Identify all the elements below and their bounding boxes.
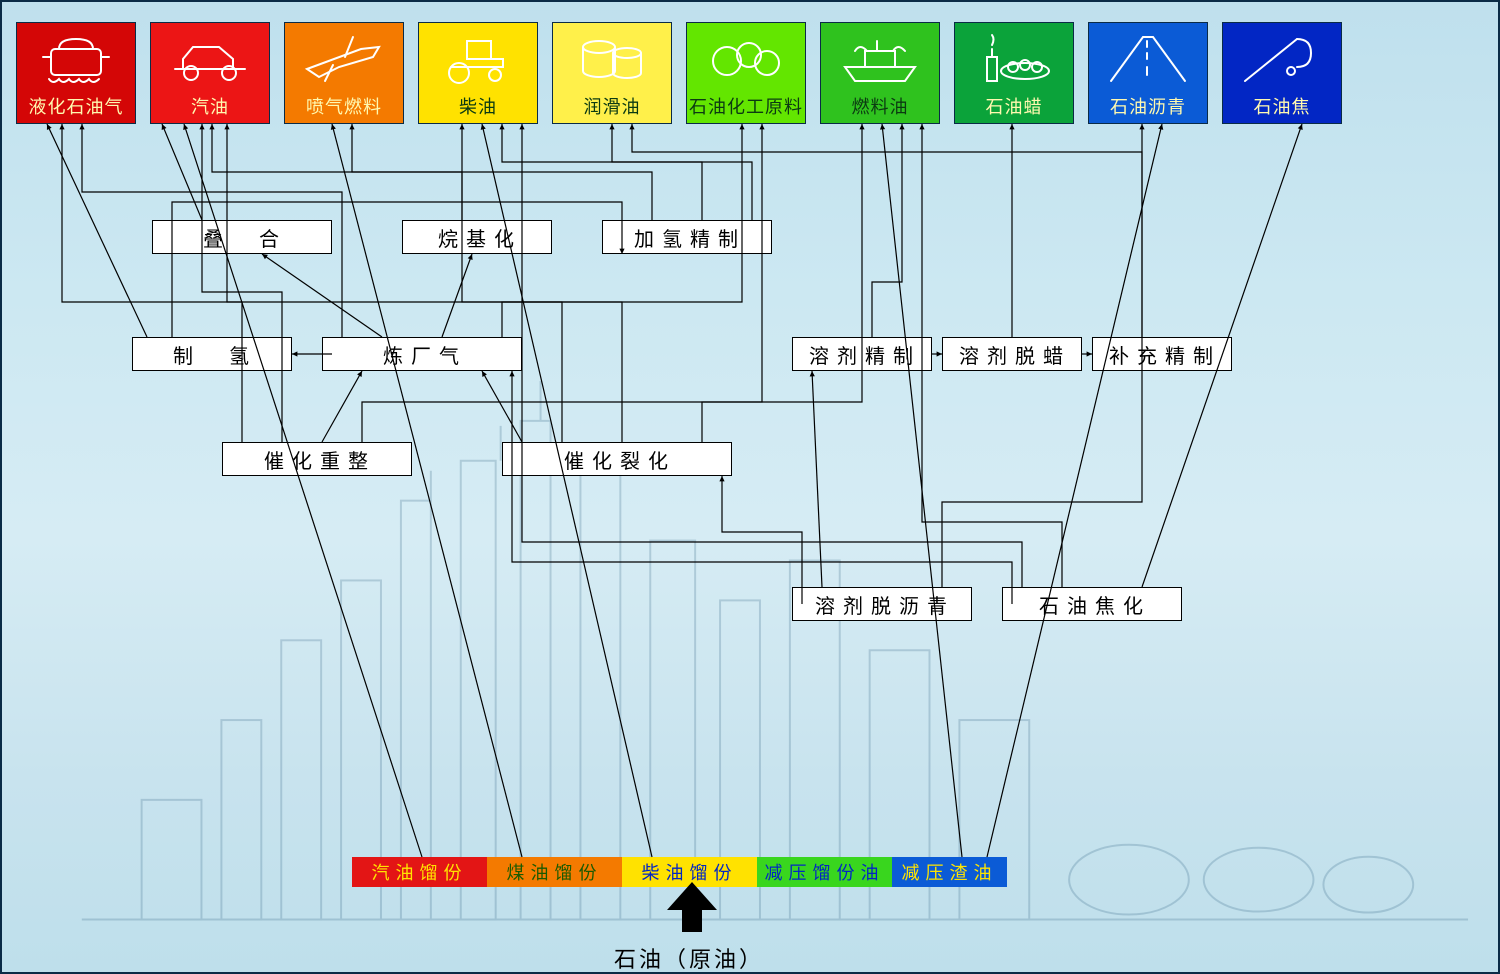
product-tile-label: 石油化工原料: [689, 93, 803, 119]
process-box-polymerize: 叠 合: [152, 220, 332, 254]
crude-arrow-icon: [667, 882, 717, 942]
product-tile-coke: 石油焦: [1222, 22, 1342, 124]
process-box-fcc: 催化裂化: [502, 442, 732, 476]
process-box-hydrotreat: 加氢精制: [602, 220, 772, 254]
product-tile-diesel: 柴油: [418, 22, 538, 124]
product-tile-label: 汽油: [191, 93, 229, 119]
diagram-canvas: 液化石油气 汽油 喷气燃料 柴油 润滑油 石油化工原料 燃料油 石油蜡 石油沥青 石油焦 叠 合…: [0, 0, 1500, 974]
fraction-f_vacres: 减压渣油: [892, 857, 1007, 887]
pot-icon: [17, 23, 135, 93]
drums-icon: [553, 23, 671, 93]
product-tile-label: 液化石油气: [29, 93, 124, 119]
product-tile-lpg: 液化石油气: [16, 22, 136, 124]
crude-oil-label: 石油（原油）: [614, 942, 764, 974]
fraction-f_vacdist: 减压馏份油: [757, 857, 892, 887]
product-tile-petrochem: 石油化工原料: [686, 22, 806, 124]
process-box-refinerygas: 炼厂气: [322, 337, 522, 371]
process-box-deasphalt: 溶剂脱沥青: [792, 587, 972, 621]
product-tile-fueloil: 燃料油: [820, 22, 940, 124]
fraction-f_gasoline: 汽油馏份: [352, 857, 487, 887]
product-tile-jetfuel: 喷气燃料: [284, 22, 404, 124]
tractor-icon: [419, 23, 537, 93]
road-icon: [1089, 23, 1207, 93]
plane-icon: [285, 23, 403, 93]
tanks-icon: [687, 23, 805, 93]
flow-arrows: [2, 2, 1500, 974]
product-tile-label: 石油焦: [1254, 93, 1311, 119]
fraction-f_kerosene: 煤油馏份: [487, 857, 622, 887]
process-box-reforming: 催化重整: [222, 442, 412, 476]
product-tile-gasoline: 汽油: [150, 22, 270, 124]
process-box-solventdewax: 溶剂脱蜡: [942, 337, 1082, 371]
process-box-hydrogen: 制 氢: [132, 337, 292, 371]
product-tile-lube: 润滑油: [552, 22, 672, 124]
product-tile-label: 燃料油: [852, 93, 909, 119]
product-tile-label: 润滑油: [584, 93, 641, 119]
refinery-silhouette: [2, 2, 1498, 973]
car-icon: [151, 23, 269, 93]
process-box-coking: 石油焦化: [1002, 587, 1182, 621]
candle-icon: [955, 23, 1073, 93]
product-tile-label: 石油蜡: [986, 93, 1043, 119]
product-tile-wax: 石油蜡: [954, 22, 1074, 124]
product-tile-label: 喷气燃料: [306, 93, 382, 119]
process-box-solventref: 溶剂精制: [792, 337, 932, 371]
ship-icon: [821, 23, 939, 93]
process-box-alkylation: 烷基化: [402, 220, 552, 254]
hook-icon: [1223, 23, 1341, 93]
product-tile-label: 柴油: [459, 93, 497, 119]
product-tile-asphalt: 石油沥青: [1088, 22, 1208, 124]
process-box-finishing: 补充精制: [1092, 337, 1232, 371]
product-tile-label: 石油沥青: [1110, 93, 1186, 119]
